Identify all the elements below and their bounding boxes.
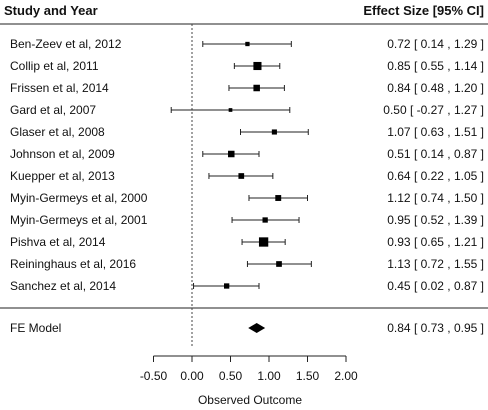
study-label: Kuepper et al, 2013 xyxy=(10,169,115,183)
effect-size-text: 0.50 [ -0.27 , 1.27 ] xyxy=(383,103,484,117)
effect-size-text: 0.51 [ 0.14 , 0.87 ] xyxy=(387,147,484,161)
study-row: Myin-Germeys et al, 2000 1.12 [ 0.74 , 1.… xyxy=(10,191,484,205)
study-row: Johnson et al, 2009 0.51 [ 0.14 , 0.87 ] xyxy=(10,147,484,161)
point-estimate-square xyxy=(253,61,262,71)
point-estimate-square xyxy=(228,150,235,158)
effect-size-text: 0.84 [ 0.48 , 1.20 ] xyxy=(387,81,484,95)
study-row: Ben-Zeev et al, 2012 0.72 [ 0.14 , 1.29 ] xyxy=(10,37,484,51)
study-label: Gard et al, 2007 xyxy=(10,103,96,117)
study-rows: Ben-Zeev et al, 2012 0.72 [ 0.14 , 1.29 ]… xyxy=(10,37,484,293)
effect-size-text: 1.07 [ 0.63 , 1.51 ] xyxy=(387,125,484,139)
study-row: Collip et al, 2011 0.85 [ 0.55 , 1.14 ] xyxy=(10,59,484,73)
point-estimate-square xyxy=(253,84,260,92)
study-label: Glaser et al, 2008 xyxy=(10,125,105,139)
effect-size-text: 0.95 [ 0.52 , 1.39 ] xyxy=(387,213,484,227)
point-estimate-square xyxy=(258,237,269,247)
summary-row: FE Model 0.84 [ 0.73 , 0.95 ] xyxy=(10,321,484,335)
study-label: Reininghaus et al, 2016 xyxy=(10,257,136,271)
x-axis: -0.50 0.00 0.50 1.00 1.50 2.00 xyxy=(140,355,358,383)
study-row: Sanchez et al, 2014 0.45 [ 0.02 , 0.87 ] xyxy=(10,279,484,293)
effect-size-text: 0.64 [ 0.22 , 1.05 ] xyxy=(387,169,484,183)
point-estimate-square xyxy=(276,261,282,267)
x-tick-label: 0.50 xyxy=(219,369,243,383)
effect-size-text: 0.93 [ 0.65 , 1.21 ] xyxy=(387,235,484,249)
study-label: Myin-Germeys et al, 2000 xyxy=(10,191,148,205)
study-label: Myin-Germeys et al, 2001 xyxy=(10,213,148,227)
point-estimate-square xyxy=(271,129,277,135)
x-tick-label: 0.00 xyxy=(180,369,204,383)
study-row: Kuepper et al, 2013 0.64 [ 0.22 , 1.05 ] xyxy=(10,169,484,183)
study-column-header: Study and Year xyxy=(4,3,98,18)
effect-size-text: 0.85 [ 0.55 , 1.14 ] xyxy=(387,59,484,73)
summary-effect-text: 0.84 [ 0.73 , 0.95 ] xyxy=(387,321,484,335)
effect-size-text: 0.45 [ 0.02 , 0.87 ] xyxy=(387,279,484,293)
study-row: Glaser et al, 2008 1.07 [ 0.63 , 1.51 ] xyxy=(10,125,484,139)
x-tick-label: 1.50 xyxy=(296,369,320,383)
study-row: Pishva et al, 2014 0.93 [ 0.65 , 1.21 ] xyxy=(10,235,484,249)
study-label: Frissen et al, 2014 xyxy=(10,81,109,95)
effect-size-text: 1.12 [ 0.74 , 1.50 ] xyxy=(387,191,484,205)
study-label: Sanchez et al, 2014 xyxy=(10,279,116,293)
point-estimate-square xyxy=(228,108,233,112)
summary-label: FE Model xyxy=(10,321,61,335)
point-estimate-square xyxy=(262,217,268,223)
study-label: Ben-Zeev et al, 2012 xyxy=(10,37,122,51)
point-estimate-square xyxy=(275,195,282,201)
study-row: Reininghaus et al, 2016 1.13 [ 0.72 , 1.5… xyxy=(10,257,484,271)
point-estimate-square xyxy=(224,283,230,289)
x-tick-label: -0.50 xyxy=(140,369,168,383)
point-estimate-square xyxy=(238,173,245,179)
point-estimate-square xyxy=(245,41,250,47)
x-tick-label: 1.00 xyxy=(257,369,281,383)
study-row: Gard et al, 2007 0.50 [ -0.27 , 1.27 ] xyxy=(10,103,484,117)
effect-size-text: 0.72 [ 0.14 , 1.29 ] xyxy=(387,37,484,51)
effect-column-header: Effect Size [95% CI] xyxy=(363,3,484,18)
study-row: Myin-Germeys et al, 2001 0.95 [ 0.52 , 1.… xyxy=(10,213,484,227)
study-row: Frissen et al, 2014 0.84 [ 0.48 , 1.20 ] xyxy=(10,81,484,95)
x-tick-label: 2.00 xyxy=(334,369,358,383)
effect-size-text: 1.13 [ 0.72 , 1.55 ] xyxy=(387,257,484,271)
x-axis-label: Observed Outcome xyxy=(198,393,302,407)
study-label: Pishva et al, 2014 xyxy=(10,235,106,249)
study-label: Collip et al, 2011 xyxy=(10,59,99,73)
study-label: Johnson et al, 2009 xyxy=(10,147,115,161)
summary-diamond xyxy=(248,323,266,333)
